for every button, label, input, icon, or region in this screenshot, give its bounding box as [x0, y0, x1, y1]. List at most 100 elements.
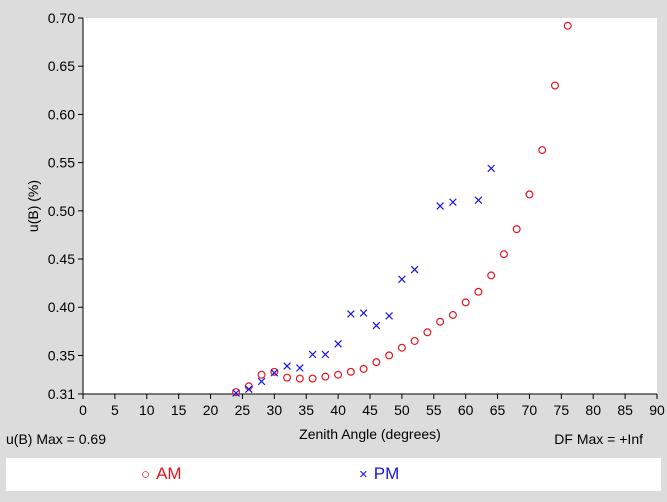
x-tick-label: 10: [139, 402, 155, 418]
data-point-am: [334, 370, 343, 379]
x-marker-stroke: [372, 321, 381, 330]
data-point-am: [499, 250, 508, 259]
data-point-am: [563, 21, 572, 30]
legend-label-am: AM: [156, 464, 182, 483]
x-tick-label: 40: [330, 402, 346, 418]
x-marker-stroke: [296, 364, 304, 372]
data-point-pm: [257, 377, 266, 386]
y-axis-label: u(B) (%): [25, 180, 41, 232]
y-tick-label: 0.55: [48, 155, 75, 171]
data-point-am: [474, 287, 483, 296]
x-tick-label: 50: [394, 402, 410, 418]
data-point-am: [308, 374, 317, 383]
x-marker-stroke: [449, 198, 457, 206]
x-marker-stroke: [232, 389, 240, 397]
x-tick-label: 70: [522, 402, 538, 418]
x-tick-label: 15: [171, 402, 187, 418]
data-point-am: [461, 298, 470, 307]
data-point-am: [283, 373, 292, 382]
x-tick-label: 0: [79, 402, 87, 418]
data-point-pm: [487, 164, 496, 173]
x-marker-stroke: [487, 164, 496, 173]
data-point-pm: [270, 368, 279, 377]
x-tick-label: 25: [235, 402, 251, 418]
data-point-am: [410, 336, 419, 345]
x-tick-label: 85: [617, 402, 633, 418]
plot-area: [83, 18, 657, 394]
x-tick-label: 80: [585, 402, 601, 418]
data-point-pm: [359, 309, 368, 317]
x-marker-stroke: [334, 340, 342, 348]
data-point-pm: [334, 340, 342, 348]
data-point-am: [487, 271, 496, 280]
data-point-am: [346, 367, 355, 376]
x-tick-label: 5: [111, 402, 119, 418]
data-point-am: [550, 81, 559, 90]
data-point-am: [295, 374, 304, 383]
data-point-am: [538, 146, 547, 155]
y-tick-label: 0.50: [48, 203, 75, 219]
data-point-pm: [347, 310, 355, 318]
y-tick-label: 0.65: [48, 58, 75, 74]
x-tick-label: 20: [203, 402, 219, 418]
data-point-pm: [308, 350, 317, 359]
data-point-am: [397, 343, 406, 352]
y-tick-label: 0.70: [48, 10, 75, 26]
data-point-pm: [474, 196, 483, 205]
data-point-pm: [385, 312, 393, 320]
data-point-am: [525, 190, 534, 199]
x-marker-stroke: [398, 275, 406, 284]
circle-marker-icon: ○: [141, 466, 151, 483]
data-point-am: [436, 317, 445, 326]
x-marker-stroke: [359, 309, 368, 317]
data-point-am: [359, 364, 368, 373]
data-point-pm: [372, 321, 381, 330]
y-tick-label: 0.40: [48, 299, 75, 315]
x-marker-stroke: [244, 385, 253, 394]
legend-item-pm: × PM: [359, 464, 399, 485]
y-tick-label: 0.45: [48, 251, 75, 267]
data-point-am: [385, 351, 394, 360]
data-point-am: [423, 328, 432, 337]
data-point-am: [372, 358, 381, 367]
data-point-pm: [398, 275, 406, 284]
x-marker-stroke: [321, 350, 330, 359]
data-point-pm: [244, 385, 253, 394]
legend: ○ AM × PM: [6, 458, 661, 491]
u-b-max-readout: u(B) Max = 0.69: [6, 431, 106, 447]
x-tick-label: 75: [554, 402, 570, 418]
x-marker-stroke: [270, 368, 279, 377]
x-tick-label: 45: [362, 402, 378, 418]
legend-label-pm: PM: [373, 464, 400, 483]
x-tick-label: 60: [458, 402, 474, 418]
x-tick-label: 55: [426, 402, 442, 418]
data-point-am: [232, 388, 241, 397]
df-max-readout: DF Max = +Inf: [554, 431, 643, 447]
data-point-pm: [321, 350, 330, 359]
data-point-am: [512, 225, 521, 234]
data-point-am: [448, 310, 457, 319]
x-marker-stroke: [347, 310, 355, 318]
y-tick-label: 0.60: [48, 106, 75, 122]
data-point-pm: [436, 202, 444, 210]
data-point-pm: [296, 364, 304, 372]
data-point-am: [321, 372, 330, 381]
x-tick-label: 35: [298, 402, 314, 418]
data-point-pm: [449, 198, 457, 206]
x-marker-stroke: [308, 350, 317, 359]
x-marker-icon: ×: [359, 466, 368, 483]
x-tick-label: 90: [649, 402, 665, 418]
data-point-pm: [283, 362, 291, 370]
x-marker-stroke: [257, 377, 266, 386]
x-tick-label: 65: [490, 402, 506, 418]
axes: 0 5 10 15 20 25 30 35 40 45 50 55 60 65 70 75 80 85 90 0.31…: [48, 10, 665, 418]
x-marker-stroke: [385, 312, 393, 320]
y-tick-label: 0.31: [48, 386, 75, 402]
x-axis-label: Zenith Angle (degrees): [299, 426, 441, 442]
legend-item-am: ○ AM: [141, 464, 182, 485]
data-point-am: [270, 367, 279, 376]
x-marker-stroke: [283, 362, 291, 370]
x-marker-stroke: [474, 196, 483, 205]
